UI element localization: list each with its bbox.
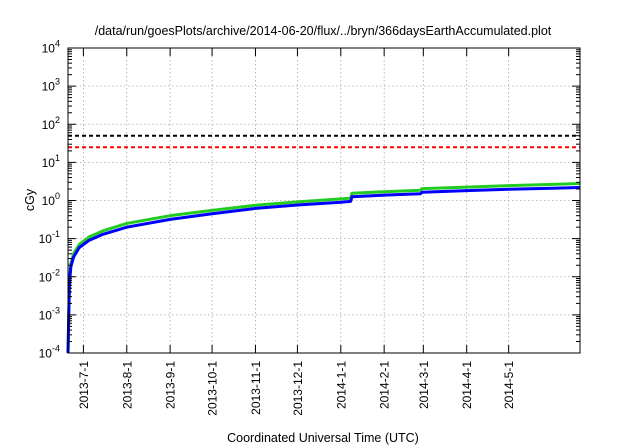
y-tick-label: 10-4: [39, 344, 60, 361]
x-tick-label: 2014-5-1: [502, 361, 516, 409]
x-tick-label: 2014-1-1: [334, 361, 348, 409]
y-tick-label: 10-1: [39, 229, 60, 246]
x-axis-title: Coordinated Universal Time (UTC): [227, 431, 419, 445]
series-line: [66, 181, 581, 354]
y-tick-label: 102: [42, 115, 60, 132]
x-tick-label: 2013-7-1: [77, 361, 91, 409]
x-tick-label: 2013-10-1: [206, 361, 220, 416]
series-lines: [66, 181, 581, 354]
y-tick-label: 101: [42, 153, 60, 170]
y-axis-title: cGy: [23, 188, 37, 211]
threshold-lines: [68, 134, 580, 149]
axes: 10-4 10-3 10-2 10-1 100 101 102 103 104 2013-7-1 2…: [39, 39, 580, 416]
x-tick-label: 2014-4-1: [460, 361, 474, 409]
series-line: [66, 185, 581, 354]
x-tick-label: 2013-9-1: [164, 361, 178, 409]
y-tick-label: 10-3: [39, 305, 60, 322]
y-tick-label: 10-2: [39, 267, 60, 284]
x-tick-label: 2013-8-1: [120, 361, 134, 409]
x-tick-label: 2013-11-1: [249, 361, 263, 415]
x-tick-label: 2013-12-1: [291, 361, 305, 416]
y-tick-label: 104: [42, 39, 60, 56]
y-tick-label: 103: [42, 77, 60, 94]
x-tick-label: 2014-2-1: [378, 361, 392, 409]
x-tick-label: 2014-3-1: [417, 361, 431, 409]
chart-title: /data/run/goesPlots/archive/2014-06-20/f…: [95, 24, 552, 38]
y-tick-label: 100: [42, 191, 60, 208]
